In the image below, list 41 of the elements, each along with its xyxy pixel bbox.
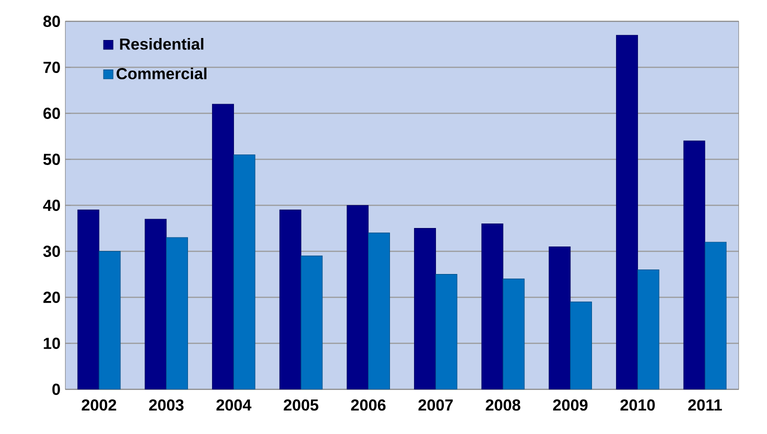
y-tick-label: 70 [44, 62, 60, 73]
legend-label: Commercial [116, 68, 206, 80]
bar [98, 251, 121, 390]
y-tick-label: 80 [43, 16, 60, 27]
bar [502, 278, 525, 390]
x-tick-label: 2009 [553, 399, 588, 411]
bar [166, 237, 188, 390]
bar [616, 34, 638, 390]
y-tick-label: 10 [44, 338, 60, 349]
bar [212, 104, 234, 390]
y-tick-label: 0 [52, 384, 60, 395]
bar [144, 218, 167, 390]
x-tick-label: 2004 [216, 399, 252, 411]
bar [704, 242, 727, 390]
y-tick-label: 60 [43, 108, 60, 119]
x-tick-label: 2010 [620, 399, 655, 411]
bar [368, 232, 390, 390]
bar [77, 210, 100, 390]
legend-label: Residential [120, 38, 204, 50]
bar [300, 256, 323, 390]
bar [279, 210, 302, 390]
x-tick-label: 2008 [486, 399, 520, 411]
bar [481, 223, 504, 390]
y-tick-label: 50 [43, 154, 60, 165]
y-tick-label: 30 [43, 246, 60, 258]
y-tick-label: 40 [43, 200, 60, 211]
bar [570, 302, 592, 390]
y-tick-label: 20 [43, 292, 60, 303]
bar [346, 205, 369, 390]
bar [637, 269, 660, 390]
bar [548, 246, 571, 390]
bar [435, 274, 458, 390]
bar [414, 228, 436, 390]
x-tick-label: 2007 [418, 399, 453, 411]
x-tick-label: 2006 [351, 399, 386, 411]
bar [683, 140, 706, 390]
x-tick-label: 2003 [149, 399, 184, 411]
x-tick-label: 2011 [688, 399, 722, 411]
x-tick-label: 2002 [82, 399, 116, 411]
x-tick-label: 2005 [284, 399, 318, 411]
bar [233, 154, 256, 390]
